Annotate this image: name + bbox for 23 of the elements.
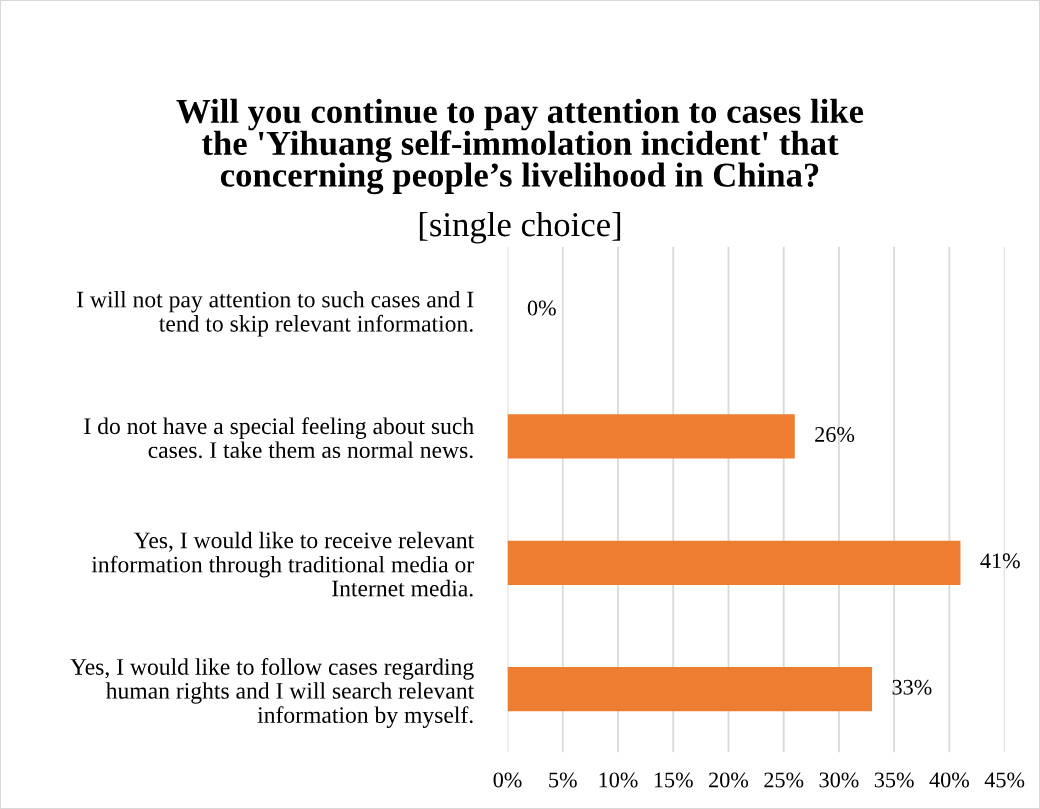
x-tick-label: 0% bbox=[493, 772, 522, 788]
bar bbox=[507, 414, 795, 459]
x-tick-label: 45% bbox=[984, 772, 1025, 788]
x-tick-label: 25% bbox=[764, 772, 804, 788]
data-label: 33% bbox=[892, 679, 932, 695]
chart-subtitle: [single choice] bbox=[419, 211, 621, 244]
chart-title: Will you continue to pay attention to cases like the 'Yihuang self-immolation incident' that concerning people’s livelihood in China? bbox=[176, 98, 864, 195]
x-tick-label: 10% bbox=[599, 772, 638, 788]
bar bbox=[507, 540, 961, 585]
y-tick-label: I will not pay attention to such cases and I tend to skip relevant information. bbox=[77, 290, 474, 337]
y-tick-label: Yes, I would like to receive relevant information through traditional media or Internet media. bbox=[91, 531, 475, 597]
bar bbox=[507, 667, 873, 712]
x-tick-label: 20% bbox=[709, 772, 749, 788]
data-label: 41% bbox=[980, 553, 1020, 569]
x-tick-label: 15% bbox=[654, 772, 693, 788]
y-tick-label: Yes, I would like to follow cases regarding human rights and I will search relevant information by myself. bbox=[70, 658, 475, 728]
x-tick-label: 5% bbox=[549, 772, 577, 788]
y-tick-label: I do not have a special feeling about such cases. I take them as normal news. bbox=[84, 417, 474, 459]
data-label: 0% bbox=[527, 300, 556, 316]
x-tick-label: 35% bbox=[874, 772, 914, 788]
x-tick-label: 40% bbox=[929, 772, 970, 788]
x-tick-label: 30% bbox=[819, 772, 859, 788]
data-label: 26% bbox=[815, 426, 855, 442]
